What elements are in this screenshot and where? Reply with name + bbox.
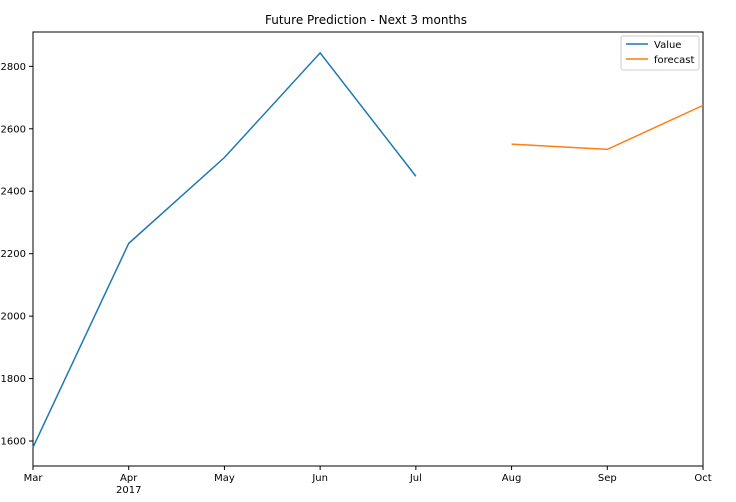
x-tick-label-apr: Apr bbox=[120, 473, 138, 484]
y-tick-label-2800: 2800 bbox=[1, 62, 26, 73]
series-layer bbox=[32, 51, 704, 448]
y-tick-label-2000: 2000 bbox=[1, 312, 26, 323]
plot-area bbox=[32, 31, 704, 467]
x-tick-label-oct: Oct bbox=[694, 473, 711, 484]
series-line-forecast bbox=[511, 104, 704, 151]
y-tick-label-1800: 1800 bbox=[1, 374, 26, 385]
x-tick-label-jul: Jul bbox=[409, 473, 422, 484]
x-tick-label-may: May bbox=[214, 473, 235, 484]
y-tick-label-1600: 1600 bbox=[1, 437, 26, 448]
x-tick-label-jun: Jun bbox=[311, 473, 328, 484]
y-tick-label-2200: 2200 bbox=[1, 249, 26, 260]
x-axis: Mar Apr May Jun Jul Aug Sep Oct 2017 bbox=[24, 466, 712, 496]
y-axis: 1600 1800 2000 2200 2400 2600 2800 bbox=[1, 62, 33, 448]
legend: Value forecast bbox=[620, 35, 700, 71]
x-tick-label-sep: Sep bbox=[598, 473, 617, 484]
y-tick-label-2600: 2600 bbox=[1, 124, 26, 135]
x-tick-label-mar: Mar bbox=[24, 473, 44, 484]
legend-label-forecast: forecast bbox=[654, 55, 695, 66]
chart-title: Future Prediction - Next 3 months bbox=[265, 13, 467, 27]
x-year-label: 2017 bbox=[116, 485, 141, 496]
series-line-value bbox=[32, 51, 417, 448]
y-tick-label-2400: 2400 bbox=[1, 187, 26, 198]
x-tick-label-aug: Aug bbox=[502, 473, 522, 484]
legend-label-value: Value bbox=[654, 40, 681, 51]
